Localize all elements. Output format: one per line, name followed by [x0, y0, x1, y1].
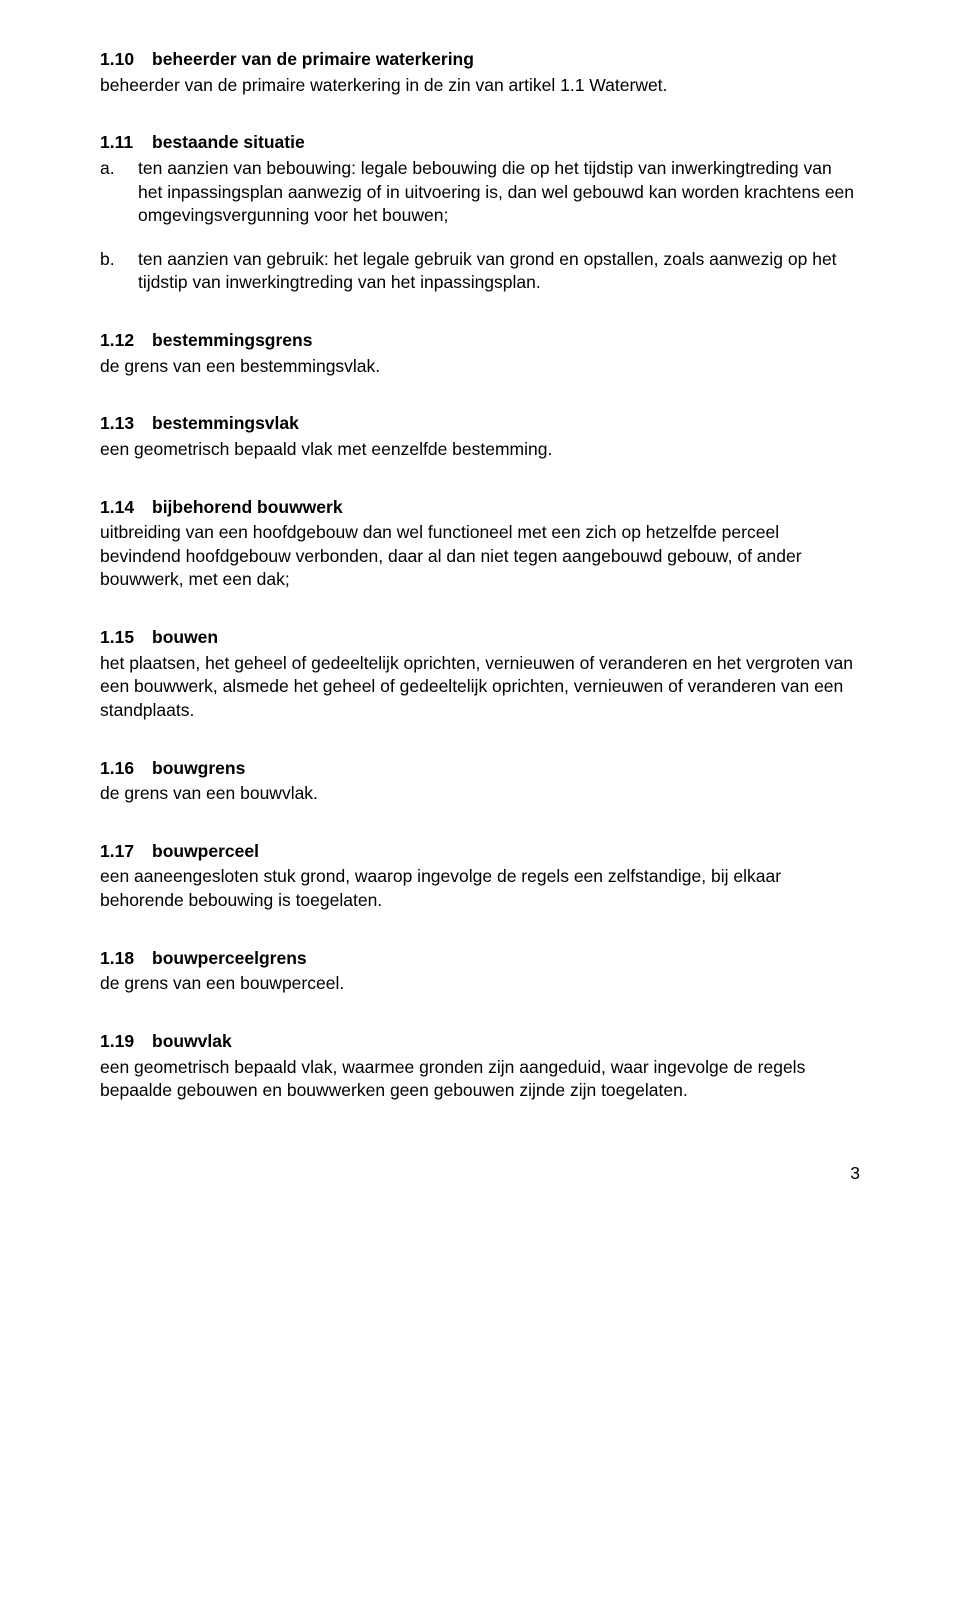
section-title: bestemmingsgrens — [152, 330, 312, 350]
section: 1.17bouwperceeleen aaneengesloten stuk g… — [100, 840, 860, 913]
section-heading: 1.13bestemmingsvlak — [100, 412, 860, 436]
section-heading: 1.17bouwperceel — [100, 840, 860, 864]
section-title: bouwperceel — [152, 841, 259, 861]
section: 1.11bestaande situatiea.ten aanzien van … — [100, 131, 860, 295]
section-number: 1.11 — [100, 131, 152, 155]
section-heading: 1.10beheerder van de primaire waterkerin… — [100, 48, 860, 72]
section-title: bouwgrens — [152, 758, 245, 778]
section-heading: 1.19bouwvlak — [100, 1030, 860, 1054]
section: 1.16bouwgrensde grens van een bouwvlak. — [100, 757, 860, 806]
section-heading: 1.11bestaande situatie — [100, 131, 860, 155]
section-body: een geometrisch bepaald vlak, waarmee gr… — [100, 1056, 860, 1103]
section-title: bijbehorend bouwwerk — [152, 497, 343, 517]
section-body: een aaneengesloten stuk grond, waarop in… — [100, 865, 860, 912]
section-number: 1.13 — [100, 412, 152, 436]
section-title: bestemmingsvlak — [152, 413, 299, 433]
section-title: beheerder van de primaire waterkering — [152, 49, 474, 69]
list-item: b.ten aanzien van gebruik: het legale ge… — [100, 248, 860, 295]
section-number: 1.17 — [100, 840, 152, 864]
section-body: uitbreiding van een hoofdgebouw dan wel … — [100, 521, 860, 592]
section-body: beheerder van de primaire waterkering in… — [100, 74, 860, 98]
list-marker: a. — [100, 157, 138, 228]
section-title: bestaande situatie — [152, 132, 305, 152]
section-body: het plaatsen, het geheel of gedeeltelijk… — [100, 652, 860, 723]
list-marker: b. — [100, 248, 138, 295]
section: 1.14bijbehorend bouwwerkuitbreiding van … — [100, 496, 860, 593]
section-body: de grens van een bouwvlak. — [100, 782, 860, 806]
section: 1.10beheerder van de primaire waterkerin… — [100, 48, 860, 97]
section-heading: 1.14bijbehorend bouwwerk — [100, 496, 860, 520]
section-number: 1.19 — [100, 1030, 152, 1054]
section-list: a.ten aanzien van bebouwing: legale bebo… — [100, 157, 860, 295]
section-title: bouwen — [152, 627, 218, 647]
section-heading: 1.18bouwperceelgrens — [100, 947, 860, 971]
section-body: de grens van een bestemmingsvlak. — [100, 355, 860, 379]
section-number: 1.12 — [100, 329, 152, 353]
section-number: 1.15 — [100, 626, 152, 650]
section-number: 1.14 — [100, 496, 152, 520]
section-title: bouwvlak — [152, 1031, 232, 1051]
section-number: 1.10 — [100, 48, 152, 72]
section-number: 1.18 — [100, 947, 152, 971]
list-text: ten aanzien van gebruik: het legale gebr… — [138, 248, 860, 295]
section-heading: 1.15bouwen — [100, 626, 860, 650]
section-body: een geometrisch bepaald vlak met eenzelf… — [100, 438, 860, 462]
section: 1.18bouwperceelgrensde grens van een bou… — [100, 947, 860, 996]
section-title: bouwperceelgrens — [152, 948, 307, 968]
section: 1.12bestemmingsgrensde grens van een bes… — [100, 329, 860, 378]
list-item: a.ten aanzien van bebouwing: legale bebo… — [100, 157, 860, 228]
section-heading: 1.12bestemmingsgrens — [100, 329, 860, 353]
section-number: 1.16 — [100, 757, 152, 781]
section-heading: 1.16bouwgrens — [100, 757, 860, 781]
section-body: de grens van een bouwperceel. — [100, 972, 860, 996]
list-text: ten aanzien van bebouwing: legale bebouw… — [138, 157, 860, 228]
section: 1.15bouwenhet plaatsen, het geheel of ge… — [100, 626, 860, 723]
section: 1.19bouwvlakeen geometrisch bepaald vlak… — [100, 1030, 860, 1103]
section: 1.13bestemmingsvlakeen geometrisch bepaa… — [100, 412, 860, 461]
page-number: 3 — [100, 1163, 860, 1184]
